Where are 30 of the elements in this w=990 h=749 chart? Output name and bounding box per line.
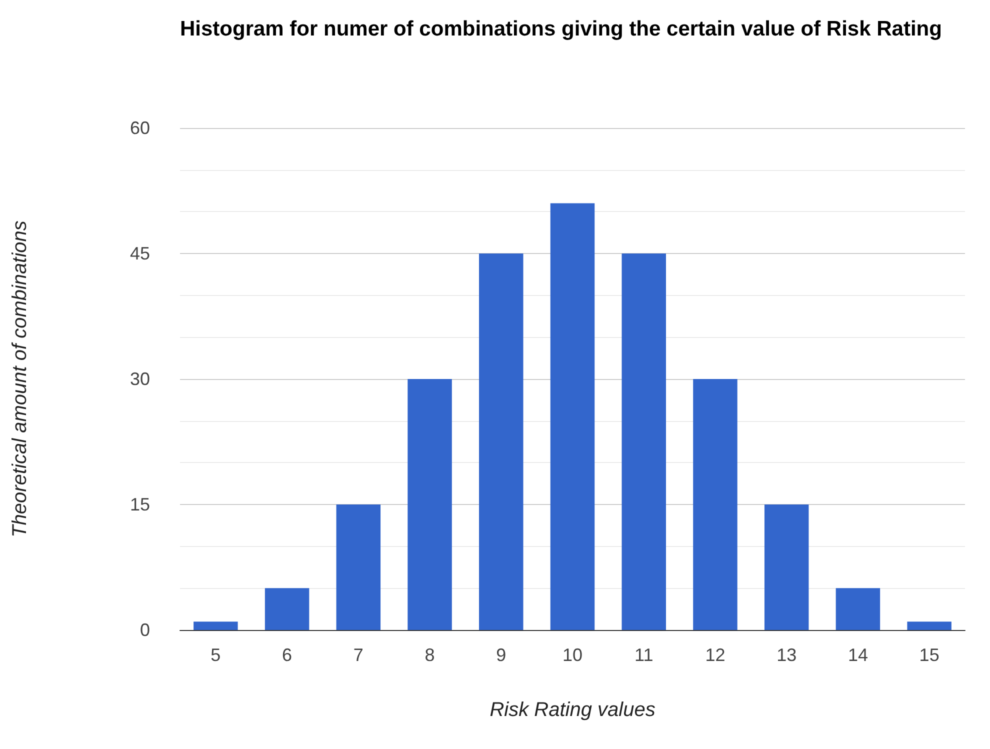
bar (622, 254, 666, 630)
x-tick-label: 11 (634, 645, 654, 665)
x-axis-title: Risk Rating values (490, 699, 656, 721)
x-tick-label: 7 (353, 645, 364, 665)
x-tick-label: 15 (919, 645, 940, 665)
y-tick-label: 15 (130, 494, 150, 514)
x-tick-label: 5 (210, 645, 221, 665)
x-tick-label: 9 (496, 645, 506, 665)
bar (194, 622, 238, 630)
bar (408, 379, 452, 630)
bar (907, 622, 952, 630)
bar (264, 588, 310, 630)
x-tick-label: 14 (848, 645, 868, 665)
x-tick-label: 10 (562, 645, 583, 665)
chart-title: Histogram for numer of combinations giving the certain value of Risk Rating (180, 18, 942, 40)
y-axis-title: Theoretical amount of combinations (9, 220, 31, 538)
y-tick-label: 0 (140, 620, 150, 640)
y-tick-label: 45 (130, 244, 150, 264)
bar (550, 203, 595, 630)
bar (836, 588, 880, 630)
y-tick-label: 30 (130, 369, 150, 389)
x-tick-label: 6 (282, 645, 292, 665)
x-tick-label: 13 (776, 645, 797, 665)
bar (764, 504, 809, 630)
bar (336, 504, 381, 630)
bar (693, 379, 738, 630)
bar (479, 254, 524, 630)
y-tick-label: 60 (130, 118, 150, 138)
x-tick-label: 8 (424, 645, 435, 665)
x-tick-label: 12 (705, 645, 726, 665)
